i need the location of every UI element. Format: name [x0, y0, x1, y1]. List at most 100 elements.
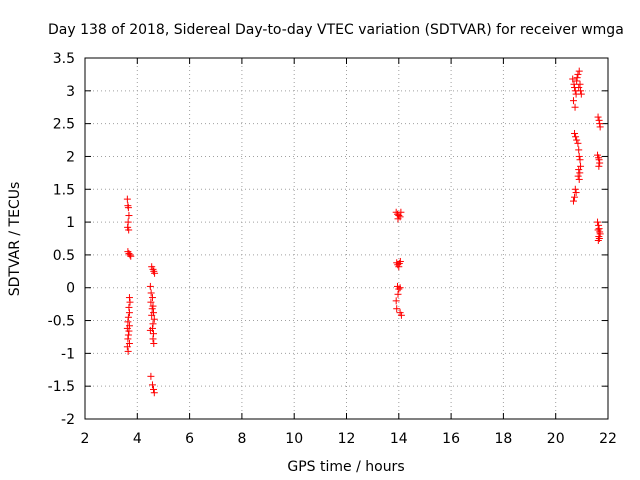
- data-point: [150, 330, 158, 338]
- grid: [85, 58, 608, 419]
- y-tick-label: -1: [61, 346, 75, 362]
- data-point: [124, 313, 132, 321]
- data-point: [395, 263, 403, 271]
- data-point: [576, 156, 584, 164]
- x-axis-label: GPS time / hours: [287, 459, 404, 475]
- data-point: [571, 103, 579, 111]
- x-tick-label: 22: [599, 431, 617, 447]
- x-tick-label: 4: [133, 431, 142, 447]
- y-tick-label: 0: [66, 281, 75, 297]
- data-point: [395, 285, 403, 293]
- data-point: [150, 385, 158, 393]
- y-tick-label: 2: [66, 149, 75, 165]
- y-tick-label: 2.5: [53, 117, 75, 133]
- data-point: [124, 331, 132, 339]
- data-point: [146, 282, 154, 290]
- data-point: [569, 75, 577, 83]
- data-point: [573, 136, 581, 144]
- plot-frame: [84, 57, 609, 420]
- x-tick-label: 2: [81, 431, 90, 447]
- data-point: [577, 90, 585, 98]
- x-tick-label: 8: [237, 431, 246, 447]
- data-point: [126, 251, 134, 259]
- x-tick-label: 14: [390, 431, 408, 447]
- data-point: [575, 175, 583, 183]
- data-point: [392, 297, 400, 305]
- data-point: [596, 120, 604, 128]
- x-tick-label: 16: [442, 431, 460, 447]
- data-point: [396, 284, 404, 292]
- data-points: [123, 67, 604, 397]
- data-point: [594, 236, 602, 244]
- data-point: [125, 212, 133, 220]
- data-point: [595, 221, 603, 229]
- data-point: [573, 77, 581, 85]
- data-point: [123, 195, 131, 203]
- y-axis-label: SDTVAR / TECUs: [7, 182, 23, 297]
- data-point: [596, 159, 604, 167]
- data-point: [393, 305, 401, 313]
- x-tick-label: 6: [185, 431, 194, 447]
- data-point: [124, 335, 132, 343]
- data-point: [147, 289, 155, 297]
- data-point: [572, 189, 580, 197]
- data-point: [397, 208, 405, 216]
- data-point: [397, 311, 405, 319]
- data-point: [569, 97, 577, 105]
- data-point: [595, 225, 603, 233]
- data-point: [575, 67, 583, 75]
- data-point: [576, 169, 584, 177]
- data-point: [577, 162, 585, 170]
- data-point: [574, 139, 582, 147]
- data-point: [125, 309, 133, 317]
- data-point: [594, 226, 602, 234]
- data-point: [150, 315, 158, 323]
- y-tick-label: 1: [66, 215, 75, 231]
- data-point: [577, 87, 585, 95]
- y-tick-label: 3: [66, 84, 75, 100]
- data-point: [125, 226, 133, 234]
- data-point: [396, 257, 404, 265]
- x-tick-label: 20: [547, 431, 565, 447]
- data-point: [574, 70, 582, 78]
- y-tick-label: 1.5: [53, 182, 75, 198]
- data-point: [146, 326, 154, 334]
- x-tick-label: 12: [338, 431, 356, 447]
- x-tick-label: 18: [494, 431, 512, 447]
- data-point: [149, 335, 157, 343]
- data-point: [572, 133, 580, 141]
- data-point: [574, 172, 582, 180]
- data-point: [125, 303, 133, 311]
- chart-title: Day 138 of 2018, Sidereal Day-to-day VTE…: [48, 22, 624, 38]
- data-point: [151, 269, 159, 277]
- data-point: [594, 113, 602, 121]
- data-point: [148, 381, 156, 389]
- y-tick-label: -2: [61, 412, 75, 428]
- data-point: [571, 193, 579, 201]
- data-point: [148, 294, 156, 302]
- data-point: [575, 146, 583, 154]
- data-point: [124, 204, 132, 212]
- data-point: [124, 318, 132, 326]
- data-point: [595, 156, 603, 164]
- data-point: [123, 343, 131, 351]
- data-point: [571, 185, 579, 193]
- y-tick-label: 3.5: [53, 51, 75, 67]
- data-point: [394, 290, 402, 298]
- x-tick-label: 10: [285, 431, 303, 447]
- data-point: [148, 305, 156, 313]
- data-point: [595, 162, 603, 170]
- y-tick-label: -0.5: [48, 314, 75, 330]
- data-point: [127, 252, 135, 260]
- data-point: [150, 389, 158, 397]
- data-point: [571, 129, 579, 137]
- data-point: [125, 327, 133, 335]
- data-point: [594, 218, 602, 226]
- data-point: [576, 80, 584, 88]
- axis-ticks: 2 4 6 8 10 12 14 16 18 20 22 -2 -1.5 -1 -0.5 0 0.5 1 1.5 2 2…: [48, 51, 617, 447]
- data-point: [147, 372, 155, 380]
- y-tick-label: -1.5: [48, 379, 75, 395]
- data-point: [126, 298, 134, 306]
- data-point: [569, 197, 577, 205]
